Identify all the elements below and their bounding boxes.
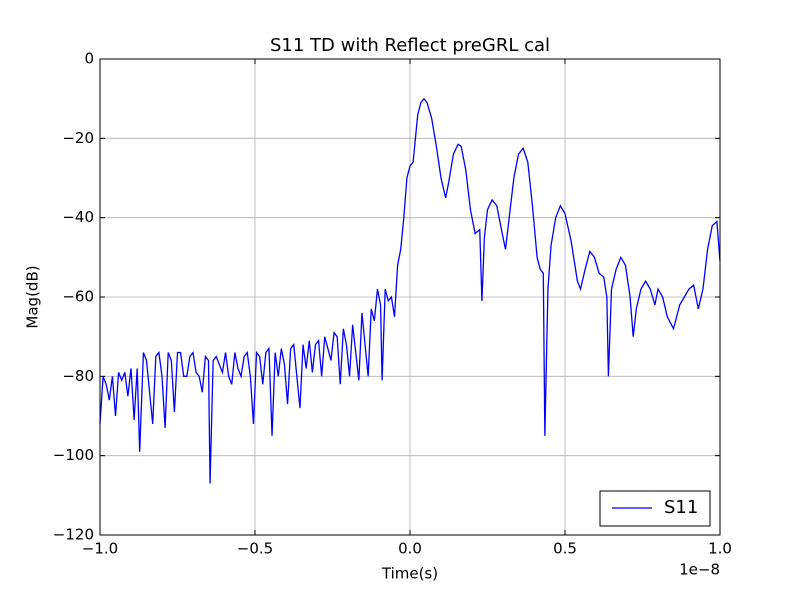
x-tick-label: −1.0 (82, 540, 118, 558)
x-offset-label: 1e−8 (679, 561, 720, 579)
y-tick-label: −40 (62, 208, 94, 226)
plot-frame (99, 58, 721, 536)
x-tick-label: −0.5 (237, 540, 273, 558)
y-tick-label: −20 (62, 129, 94, 147)
legend-label: S11 (664, 497, 698, 518)
y-tick-label: −120 (53, 526, 94, 544)
x-axis-label: Time(s) (381, 565, 438, 583)
y-tick-label: −60 (62, 288, 94, 306)
chart-title: S11 TD with Reflect preGRL cal (270, 35, 550, 56)
x-tick-label: 0.5 (553, 540, 577, 558)
x-tick-label: 1.0 (708, 540, 732, 558)
y-tick-label: −100 (53, 446, 94, 464)
y-tick-label: 0 (84, 50, 94, 68)
x-tick-label: 0.0 (398, 540, 422, 558)
y-tick-label: −80 (62, 367, 94, 385)
y-axis-label: Mag(dB) (24, 265, 42, 328)
data-line (99, 97, 721, 484)
